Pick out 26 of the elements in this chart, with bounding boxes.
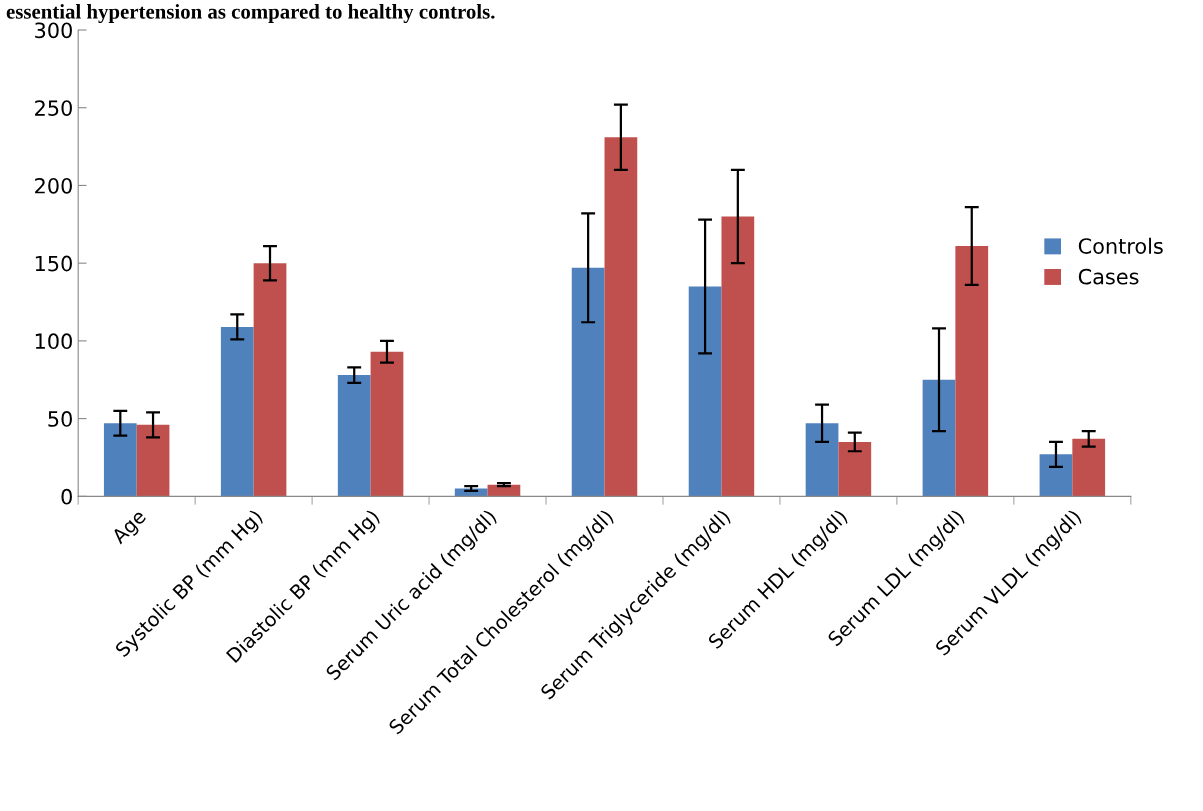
y-tick-label: 0: [61, 488, 72, 505]
bar: [103, 423, 137, 497]
y-tick-label: 50: [48, 411, 72, 427]
y-tick-label: 200: [35, 177, 72, 194]
bar: [955, 246, 989, 497]
bar: [253, 263, 287, 497]
bar: [571, 267, 605, 497]
bar: [922, 379, 956, 497]
bar: [688, 286, 722, 497]
bar: [805, 423, 839, 497]
bar: [220, 326, 254, 497]
y-tick-label: 300: [35, 22, 72, 39]
y-tick-label: 150: [35, 255, 72, 272]
bar: [838, 441, 872, 497]
y-tick-label: 100: [35, 333, 72, 350]
bar: [136, 424, 170, 497]
bar: [1072, 438, 1106, 497]
bar: [721, 216, 755, 497]
bar: [370, 351, 404, 497]
legend-label: Controls: [1078, 237, 1163, 254]
bar: [1039, 454, 1073, 497]
y-tick-label: 250: [35, 100, 72, 116]
legend-label: Cases: [1078, 268, 1139, 285]
bar: [337, 375, 371, 497]
x-tick-label: Age: [110, 508, 150, 548]
bar: [604, 137, 638, 497]
